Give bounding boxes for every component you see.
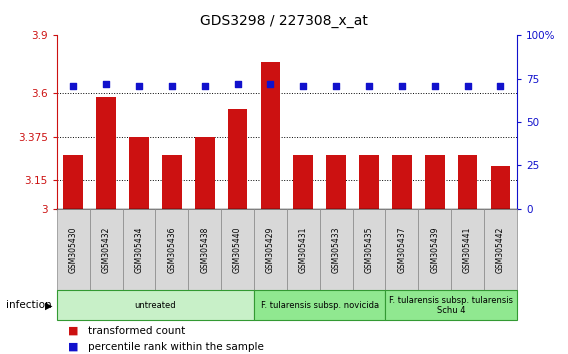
Point — [430, 83, 439, 88]
Bar — [221, 209, 254, 290]
Bar — [64, 155, 83, 209]
Point — [365, 83, 374, 88]
Bar — [188, 209, 221, 290]
Bar — [320, 209, 353, 290]
Bar — [294, 155, 313, 209]
Text: GSM305433: GSM305433 — [332, 226, 341, 273]
Text: GSM305436: GSM305436 — [168, 226, 176, 273]
Bar — [484, 209, 517, 290]
Text: GSM305429: GSM305429 — [266, 226, 275, 273]
Text: GSM305440: GSM305440 — [233, 226, 242, 273]
Bar — [162, 155, 182, 209]
Point — [167, 83, 176, 88]
Bar — [261, 62, 280, 209]
Point — [102, 81, 111, 87]
Text: infection: infection — [6, 300, 51, 310]
Bar — [458, 155, 478, 209]
Bar — [425, 155, 445, 209]
Text: GSM305439: GSM305439 — [430, 226, 439, 273]
Bar — [386, 209, 418, 290]
Bar — [129, 137, 149, 209]
Text: GSM305441: GSM305441 — [463, 226, 472, 273]
Point — [496, 83, 505, 88]
Point — [233, 81, 242, 87]
Bar — [96, 97, 116, 209]
Point — [135, 83, 144, 88]
Text: F. tularensis subsp. tularensis
Schu 4: F. tularensis subsp. tularensis Schu 4 — [389, 296, 513, 315]
Text: GSM305430: GSM305430 — [69, 226, 78, 273]
Bar — [491, 166, 510, 209]
Text: GSM305434: GSM305434 — [135, 226, 144, 273]
Text: GSM305442: GSM305442 — [496, 226, 505, 273]
Text: GDS3298 / 227308_x_at: GDS3298 / 227308_x_at — [200, 14, 368, 28]
Text: GSM305431: GSM305431 — [299, 226, 308, 273]
Text: GSM305435: GSM305435 — [365, 226, 374, 273]
Text: GSM305438: GSM305438 — [200, 226, 209, 273]
Point — [299, 83, 308, 88]
Bar — [287, 209, 320, 290]
Text: F. tularensis subsp. novicida: F. tularensis subsp. novicida — [261, 301, 379, 310]
Text: percentile rank within the sample: percentile rank within the sample — [88, 342, 264, 352]
Bar — [195, 137, 215, 209]
Bar — [254, 290, 386, 320]
Text: GSM305437: GSM305437 — [398, 226, 406, 273]
Bar — [451, 209, 484, 290]
Point — [463, 83, 472, 88]
Text: ■: ■ — [68, 342, 78, 352]
Text: untreated: untreated — [135, 301, 176, 310]
Text: ▶: ▶ — [44, 300, 52, 310]
Bar — [228, 109, 248, 209]
Bar — [156, 209, 188, 290]
Point — [266, 81, 275, 87]
Bar — [254, 209, 287, 290]
Text: transformed count: transformed count — [88, 326, 185, 336]
Text: ■: ■ — [68, 326, 78, 336]
Bar — [57, 209, 90, 290]
Text: GSM305432: GSM305432 — [102, 226, 111, 273]
Bar — [359, 155, 379, 209]
Bar — [386, 290, 517, 320]
Bar — [123, 209, 156, 290]
Point — [69, 83, 78, 88]
Bar — [57, 290, 254, 320]
Bar — [353, 209, 386, 290]
Bar — [392, 155, 412, 209]
Bar — [326, 155, 346, 209]
Point — [397, 83, 406, 88]
Point — [200, 83, 209, 88]
Bar — [418, 209, 451, 290]
Bar — [90, 209, 123, 290]
Point — [332, 83, 341, 88]
